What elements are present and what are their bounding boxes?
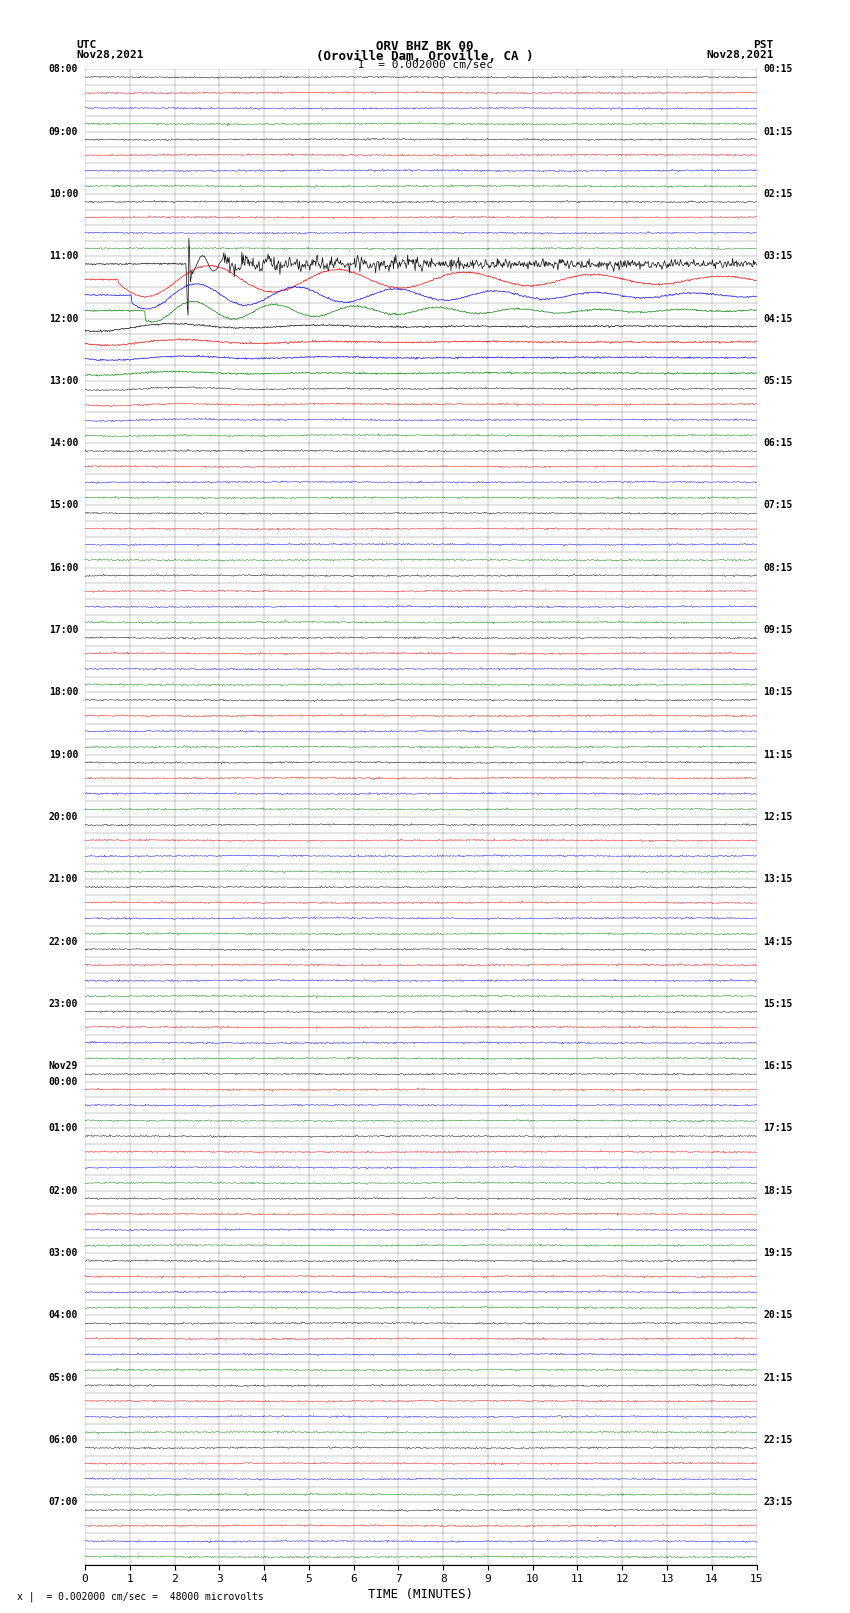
Text: 14:15: 14:15: [763, 937, 793, 947]
Text: 07:15: 07:15: [763, 500, 793, 510]
Text: I  = 0.002000 cm/sec: I = 0.002000 cm/sec: [358, 60, 492, 69]
Text: 08:00: 08:00: [48, 65, 78, 74]
Text: 23:00: 23:00: [48, 998, 78, 1008]
Text: 00:00: 00:00: [48, 1077, 78, 1087]
Text: 03:15: 03:15: [763, 252, 793, 261]
Text: 03:00: 03:00: [48, 1248, 78, 1258]
Text: 17:00: 17:00: [48, 626, 78, 636]
Text: 02:00: 02:00: [48, 1186, 78, 1195]
Text: 13:15: 13:15: [763, 874, 793, 884]
Text: 20:15: 20:15: [763, 1310, 793, 1321]
Text: 15:00: 15:00: [48, 500, 78, 510]
Text: 13:00: 13:00: [48, 376, 78, 386]
Text: 16:15: 16:15: [763, 1061, 793, 1071]
Text: 00:15: 00:15: [763, 65, 793, 74]
Text: 08:15: 08:15: [763, 563, 793, 573]
Text: 22:00: 22:00: [48, 937, 78, 947]
Text: 09:00: 09:00: [48, 127, 78, 137]
Text: 06:00: 06:00: [48, 1436, 78, 1445]
Text: PST: PST: [753, 40, 774, 50]
Text: 21:00: 21:00: [48, 874, 78, 884]
Text: 18:00: 18:00: [48, 687, 78, 697]
Text: 10:00: 10:00: [48, 189, 78, 198]
Text: 04:00: 04:00: [48, 1310, 78, 1321]
Text: 19:00: 19:00: [48, 750, 78, 760]
Text: 05:15: 05:15: [763, 376, 793, 386]
Text: 22:15: 22:15: [763, 1436, 793, 1445]
Text: 21:15: 21:15: [763, 1373, 793, 1382]
Text: 12:00: 12:00: [48, 313, 78, 324]
Text: Nov28,2021: Nov28,2021: [706, 50, 774, 60]
Text: 06:15: 06:15: [763, 439, 793, 448]
Text: 09:15: 09:15: [763, 626, 793, 636]
Text: 05:00: 05:00: [48, 1373, 78, 1382]
Text: 20:00: 20:00: [48, 811, 78, 823]
Text: 10:15: 10:15: [763, 687, 793, 697]
Text: 07:00: 07:00: [48, 1497, 78, 1507]
Text: 04:15: 04:15: [763, 313, 793, 324]
Text: Nov28,2021: Nov28,2021: [76, 50, 144, 60]
Text: 01:00: 01:00: [48, 1124, 78, 1134]
Text: 01:15: 01:15: [763, 127, 793, 137]
Text: x |  = 0.002000 cm/sec =  48000 microvolts: x | = 0.002000 cm/sec = 48000 microvolts: [17, 1590, 264, 1602]
Text: (Oroville Dam, Oroville, CA ): (Oroville Dam, Oroville, CA ): [316, 50, 534, 63]
Text: 14:00: 14:00: [48, 439, 78, 448]
Text: 19:15: 19:15: [763, 1248, 793, 1258]
Text: 17:15: 17:15: [763, 1124, 793, 1134]
Text: Nov29: Nov29: [48, 1061, 78, 1071]
Text: 12:15: 12:15: [763, 811, 793, 823]
Text: 11:00: 11:00: [48, 252, 78, 261]
Text: ORV BHZ BK 00: ORV BHZ BK 00: [377, 40, 473, 53]
Text: 15:15: 15:15: [763, 998, 793, 1008]
Text: UTC: UTC: [76, 40, 97, 50]
Text: 02:15: 02:15: [763, 189, 793, 198]
Text: 16:00: 16:00: [48, 563, 78, 573]
X-axis label: TIME (MINUTES): TIME (MINUTES): [368, 1589, 473, 1602]
Text: 11:15: 11:15: [763, 750, 793, 760]
Text: 23:15: 23:15: [763, 1497, 793, 1507]
Text: 18:15: 18:15: [763, 1186, 793, 1195]
